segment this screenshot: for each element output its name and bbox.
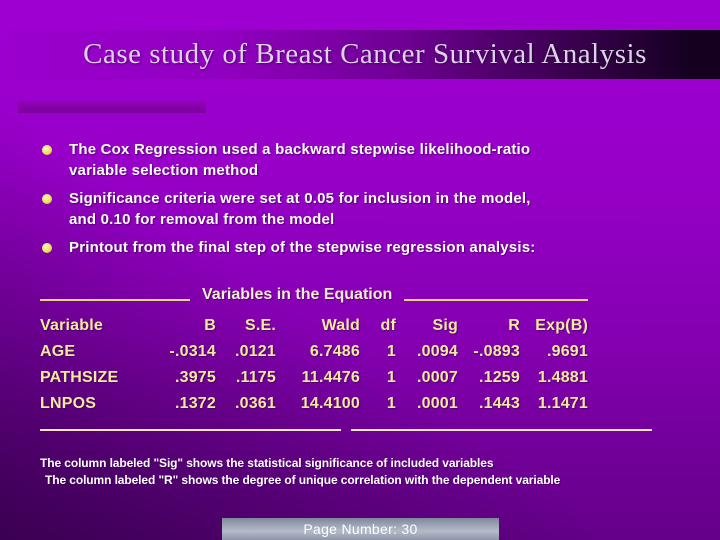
divider-segment xyxy=(40,427,341,431)
table-cell: .1443 xyxy=(478,395,520,412)
bullet-text: Printout from the final step of the step… xyxy=(69,239,536,256)
bullet-text: The Cox Regression used a backward stepw… xyxy=(69,141,531,179)
caption-rule-left xyxy=(40,299,190,301)
slide-title: Case study of Breast Cancer Survival Ana… xyxy=(83,38,647,70)
footnote-r: The column labeled "R" shows the degree … xyxy=(45,473,561,487)
table-cell: 14.4100 xyxy=(300,395,360,412)
bullet-item: The Cox Regression used a backward stepw… xyxy=(40,139,650,181)
column-header: S.E. xyxy=(244,317,276,334)
table-caption-row: Variables in the Equation xyxy=(40,286,588,304)
bullet-icon xyxy=(42,243,52,253)
table-cell: 1 xyxy=(386,369,396,386)
footnote-sig: The column labeled "Sig" shows the stati… xyxy=(40,456,494,470)
column-header: Variable xyxy=(40,317,103,334)
table-cell-variable: PATHSIZE xyxy=(40,369,119,386)
table-cell: .9691 xyxy=(546,343,588,360)
column-header: B xyxy=(204,317,216,334)
divider-line xyxy=(40,427,652,431)
divider-segment xyxy=(351,427,652,431)
table-caption: Variables in the Equation xyxy=(202,286,393,303)
table-cell: .0361 xyxy=(234,395,276,412)
table-cell: .0121 xyxy=(234,343,276,360)
page-number-bar: Page Number: 30 xyxy=(222,518,499,540)
table-cell: .0094 xyxy=(416,343,458,360)
table-cell: .1175 xyxy=(235,369,276,386)
column-header: Exp(B) xyxy=(535,317,588,334)
title-bar: Case study of Breast Cancer Survival Ana… xyxy=(10,30,720,79)
caption-rule-right xyxy=(404,299,588,301)
table-cell: .1372 xyxy=(174,395,216,412)
title-accent-bar xyxy=(18,101,206,113)
bullet-text: Significance criteria were set at 0.05 f… xyxy=(69,190,531,228)
column-header: R xyxy=(508,317,520,334)
table-cell: .0001 xyxy=(416,395,458,412)
page-number-label: Page Number: 30 xyxy=(303,521,418,537)
table-cell: 6.7486 xyxy=(309,343,360,360)
table-cell: .3975 xyxy=(174,369,216,386)
regression-table: Variable B S.E. Wald df Sig R Exp(B) AGE… xyxy=(40,313,588,417)
table-cell: -.0893 xyxy=(473,343,520,360)
bullet-icon xyxy=(42,145,52,155)
table-cell: -.0314 xyxy=(169,343,216,360)
column-header: Sig xyxy=(432,317,458,334)
table-cell: 1 xyxy=(386,343,396,360)
bullet-item: Printout from the final step of the step… xyxy=(40,237,650,258)
table-cell: 1.4881 xyxy=(537,369,588,386)
column-header: df xyxy=(380,317,396,334)
table-cell: 11.4476 xyxy=(301,369,360,386)
bullet-list: The Cox Regression used a backward stepw… xyxy=(40,139,650,265)
table-cell-variable: AGE xyxy=(40,343,76,360)
table-cell: .1259 xyxy=(478,369,520,386)
table-cell: .0007 xyxy=(416,369,458,386)
bullet-icon xyxy=(42,194,52,204)
footnotes: The column labeled "Sig" shows the stati… xyxy=(40,455,680,489)
table-cell: 1 xyxy=(386,395,396,412)
column-header: Wald xyxy=(321,317,360,334)
bullet-item: Significance criteria were set at 0.05 f… xyxy=(40,188,650,230)
table-cell-variable: LNPOS xyxy=(40,395,97,412)
table-cell: 1.1471 xyxy=(537,395,588,412)
